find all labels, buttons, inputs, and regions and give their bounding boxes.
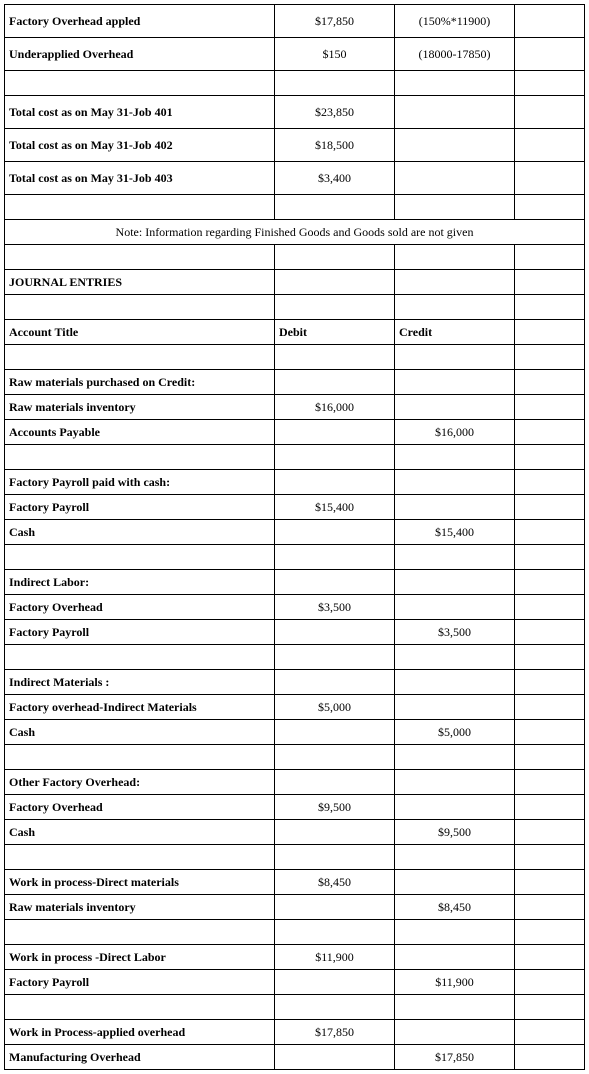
blank-row <box>5 295 585 320</box>
entry-header: Indirect Labor: <box>5 570 275 595</box>
credit-value: $8,450 <box>395 895 515 920</box>
note: (18000-17850) <box>395 38 515 71</box>
blank-row <box>5 345 585 370</box>
blank-row <box>5 545 585 570</box>
credit-value: $17,850 <box>395 1045 515 1070</box>
debit-value: $11,900 <box>275 945 395 970</box>
credit-value: $5,000 <box>395 720 515 745</box>
value: $23,850 <box>275 96 395 129</box>
debit-label: Factory Overhead <box>5 795 275 820</box>
debit-value: $15,400 <box>275 495 395 520</box>
label: Total cost as on May 31-Job 401 <box>5 96 275 129</box>
entry-header: Indirect Materials : <box>5 670 275 695</box>
blank-row <box>5 920 585 945</box>
credit-value: $9,500 <box>395 820 515 845</box>
col-debit: Debit <box>275 320 395 345</box>
debit-label: Raw materials inventory <box>5 395 275 420</box>
value: $150 <box>275 38 395 71</box>
credit-label: Raw materials inventory <box>5 895 275 920</box>
debit-value: $3,500 <box>275 595 395 620</box>
credit-label: Factory Payroll <box>5 970 275 995</box>
credit-label: Factory Payroll <box>5 620 275 645</box>
column-header-row: Account Title Debit Credit <box>5 320 585 345</box>
credit-label: Manufacturing Overhead <box>5 1045 275 1070</box>
blank-row <box>5 845 585 870</box>
credit-label: Cash <box>5 720 275 745</box>
blank-row <box>5 995 585 1020</box>
credit-value: $3,500 <box>395 620 515 645</box>
blank-row <box>5 71 585 96</box>
blank-row <box>5 645 585 670</box>
debit-label: Factory overhead-Indirect Materials <box>5 695 275 720</box>
entry-header: Factory Payroll paid with cash: <box>5 470 275 495</box>
label: Total cost as on May 31-Job 402 <box>5 129 275 162</box>
label: Total cost as on May 31-Job 403 <box>5 162 275 195</box>
debit-label: Factory Overhead <box>5 595 275 620</box>
entry-header: Raw materials purchased on Credit: <box>5 370 275 395</box>
credit-label: Cash <box>5 520 275 545</box>
blank-row <box>5 445 585 470</box>
blank-row <box>5 245 585 270</box>
col-credit: Credit <box>395 320 515 345</box>
label: Factory Overhead appled <box>5 5 275 38</box>
value: $3,400 <box>275 162 395 195</box>
debit-label: Work in Process-applied overhead <box>5 1020 275 1045</box>
table-row: Total cost as on May 31-Job 402 $18,500 <box>5 129 585 162</box>
table-row: Total cost as on May 31-Job 401 $23,850 <box>5 96 585 129</box>
debit-value: $16,000 <box>275 395 395 420</box>
credit-value: $15,400 <box>395 520 515 545</box>
note-text: Note: Information regarding Finished Goo… <box>5 220 585 245</box>
debit-value: $9,500 <box>275 795 395 820</box>
debit-value: $5,000 <box>275 695 395 720</box>
blank-row <box>5 745 585 770</box>
journal-header-row: JOURNAL ENTRIES <box>5 270 585 295</box>
table-row: Factory Overhead appled $17,850 (150%*11… <box>5 5 585 38</box>
value: $18,500 <box>275 129 395 162</box>
table-row: Total cost as on May 31-Job 403 $3,400 <box>5 162 585 195</box>
credit-label: Accounts Payable <box>5 420 275 445</box>
value: $17,850 <box>275 5 395 38</box>
accounting-table: Factory Overhead appled $17,850 (150%*11… <box>4 4 585 1070</box>
debit-label: Work in process-Direct materials <box>5 870 275 895</box>
debit-label: Factory Payroll <box>5 495 275 520</box>
note-row: Note: Information regarding Finished Goo… <box>5 220 585 245</box>
label: Underapplied Overhead <box>5 38 275 71</box>
credit-label: Cash <box>5 820 275 845</box>
debit-value: $17,850 <box>275 1020 395 1045</box>
entry-header: Other Factory Overhead: <box>5 770 275 795</box>
blank-row <box>5 195 585 220</box>
debit-label: Work in process -Direct Labor <box>5 945 275 970</box>
table-row: Underapplied Overhead $150 (18000-17850) <box>5 38 585 71</box>
credit-value: $11,900 <box>395 970 515 995</box>
journal-header: JOURNAL ENTRIES <box>5 270 275 295</box>
debit-value: $8,450 <box>275 870 395 895</box>
note: (150%*11900) <box>395 5 515 38</box>
credit-value: $16,000 <box>395 420 515 445</box>
col-title: Account Title <box>5 320 275 345</box>
